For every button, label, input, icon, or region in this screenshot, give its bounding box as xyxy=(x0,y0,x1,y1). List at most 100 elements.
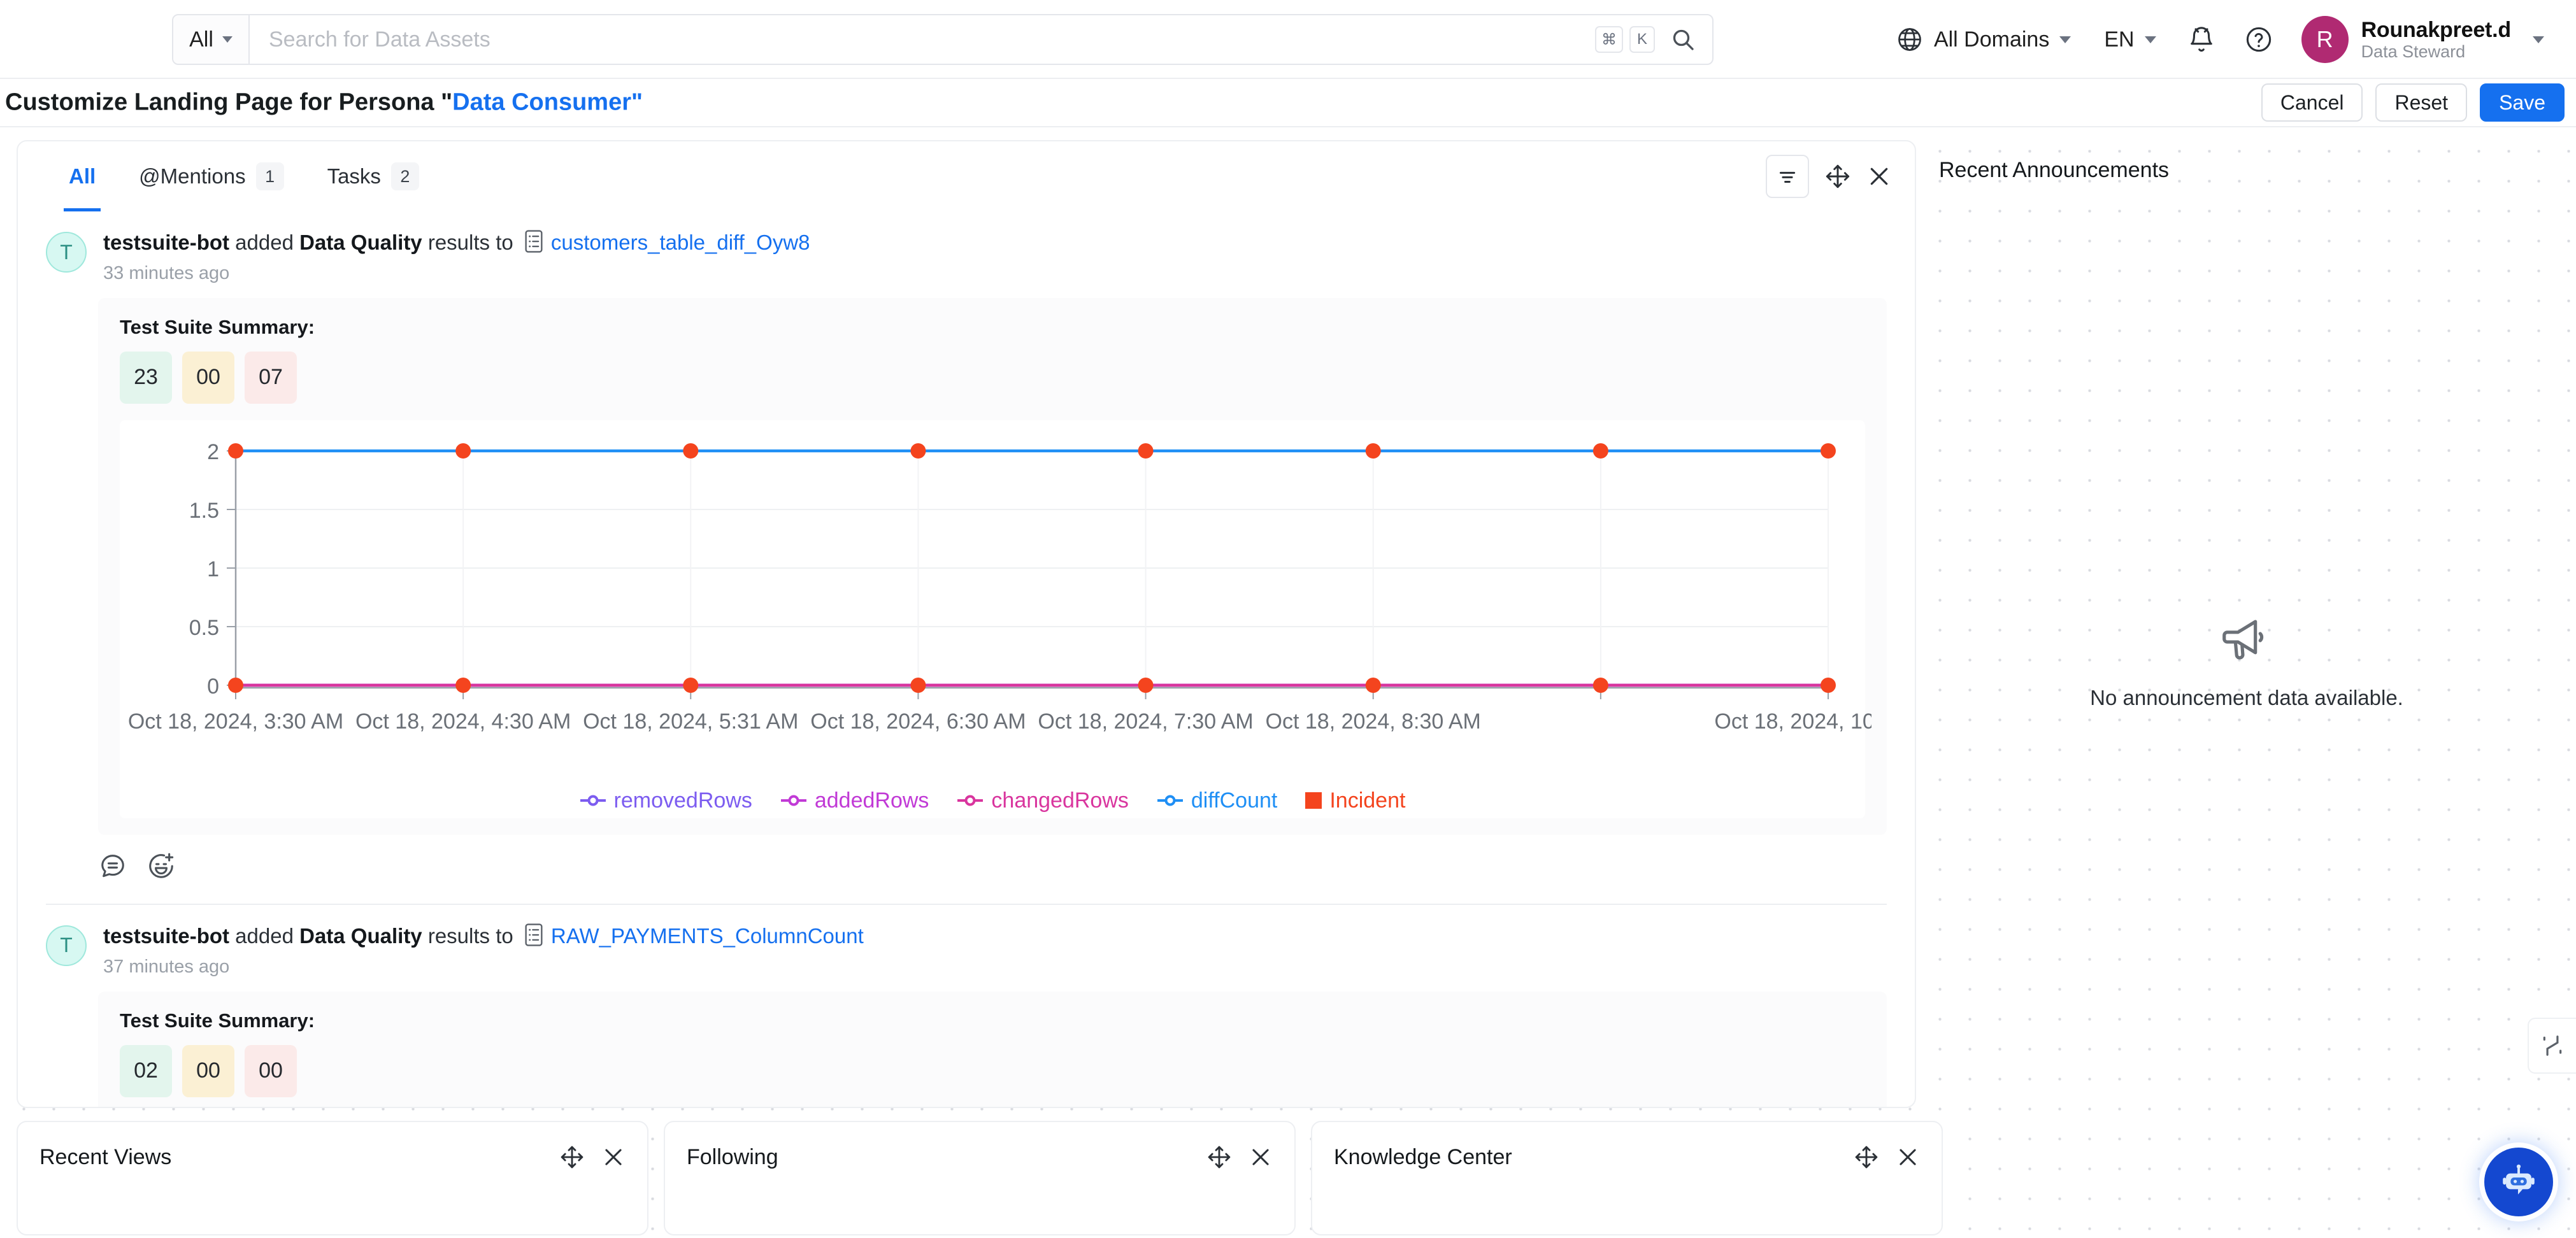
tab-tasks[interactable]: Tasks 2 xyxy=(306,141,441,211)
drag-handle-icon[interactable] xyxy=(1206,1144,1232,1170)
chart-incident-marker xyxy=(910,443,926,459)
chart-legend-item[interactable]: addedRows xyxy=(780,788,929,813)
announcements-empty-text: No announcement data available. xyxy=(2090,685,2403,709)
close-icon[interactable] xyxy=(1249,1145,1273,1169)
chart-legend-item[interactable]: changedRows xyxy=(957,788,1129,813)
global-search-bar[interactable]: All ⌘ K xyxy=(172,14,1714,65)
chart-incident-marker xyxy=(1592,677,1608,693)
chart-legend-item[interactable]: Incident xyxy=(1305,788,1405,813)
feed-entity-link[interactable]: RAW_PAYMENTS_ColumnCount xyxy=(550,923,864,948)
tab-all-label: All xyxy=(69,164,96,188)
widget-title: Recent Views xyxy=(39,1144,172,1169)
y-axis-tick-label: 0 xyxy=(207,674,219,699)
y-axis-tick-label: 0.5 xyxy=(189,616,219,640)
status-badge-failed: 00 xyxy=(245,1044,297,1097)
table-icon xyxy=(523,923,545,947)
feed-timestamp: 33 minutes ago xyxy=(103,262,230,283)
x-axis-tick-label: Oct 18, 2024, 4:30 AM xyxy=(355,709,571,734)
chart-legend-item[interactable]: removedRows xyxy=(580,788,752,813)
quote-open: " xyxy=(441,89,453,116)
user-name: Rounakpreet.d xyxy=(2361,17,2512,42)
chart-legend-label: diffCount xyxy=(1191,788,1278,813)
feed-item-headline: testsuite-bot added Data Quality results… xyxy=(103,923,1887,950)
reply-icon[interactable] xyxy=(98,851,127,881)
filter-button[interactable] xyxy=(1766,155,1809,198)
recent-announcements-widget: Recent Announcements No announcement dat… xyxy=(1930,140,2563,1108)
chat-assistant-button[interactable] xyxy=(2484,1148,2553,1216)
feed-item: T testsuite-bot added Data Quality resul… xyxy=(18,211,1915,905)
add-reaction-icon[interactable] xyxy=(147,851,176,881)
feed-action-type: Data Quality xyxy=(299,231,422,254)
table-icon xyxy=(523,229,545,253)
drag-handle-icon[interactable] xyxy=(1854,1144,1879,1170)
user-profile-menu[interactable]: R Rounakpreet.d Data Steward xyxy=(2287,16,2551,63)
close-icon[interactable] xyxy=(601,1145,626,1169)
feed-action-type: Data Quality xyxy=(299,923,422,948)
following-widget: Following xyxy=(664,1121,1296,1235)
status-badge-aborted: 00 xyxy=(182,1044,234,1097)
chart-incident-marker xyxy=(455,443,471,459)
feed-action-1: added xyxy=(229,923,300,948)
persona-name: Data Consumer xyxy=(452,89,631,116)
search-shortcut-hint: ⌘ K xyxy=(1595,26,1670,53)
feed-author: testsuite-bot xyxy=(103,231,229,254)
x-axis-tick-label: Oct 18, 2024, 7:30 AM xyxy=(1038,709,1253,734)
search-input[interactable] xyxy=(250,27,1595,52)
top-navigation-bar: All ⌘ K xyxy=(0,0,2576,79)
activity-feed-widget: All @Mentions 1 Tasks 2 xyxy=(17,140,1916,1108)
feed-entity-link[interactable]: customers_table_diff_Oyw8 xyxy=(550,231,810,254)
panel-resize-handle[interactable] xyxy=(2528,1018,2576,1074)
cancel-button[interactable]: Cancel xyxy=(2261,83,2363,122)
announcements-empty-state: No announcement data available. xyxy=(1930,616,2563,710)
reset-button[interactable]: Reset xyxy=(2375,83,2468,122)
status-badge-success: 02 xyxy=(120,1044,172,1097)
kbd-k-key: K xyxy=(1629,26,1655,53)
domain-selector-label: All Domains xyxy=(1933,27,2050,52)
close-icon[interactable] xyxy=(1866,164,1892,189)
announcements-title: Recent Announcements xyxy=(1939,158,2170,182)
feed-item: T testsuite-bot added Data Quality resul… xyxy=(18,905,1915,1107)
help-button[interactable] xyxy=(2230,0,2287,79)
test-suite-badges: 02 00 00 xyxy=(120,1044,1865,1097)
chart-legend: removedRows addedRows changedRows diffCount… xyxy=(126,788,1859,813)
feed-item-headline: testsuite-bot added Data Quality results… xyxy=(103,229,1887,257)
test-suite-summary-card: Test Suite Summary: 02 00 00 xyxy=(98,991,1887,1107)
search-scope-dropdown[interactable]: All xyxy=(173,15,250,64)
tab-all[interactable]: All xyxy=(47,141,117,211)
legend-line-dot-icon xyxy=(780,794,807,807)
x-axis-tick-label: Oct 18, 2024, 3:30 AM xyxy=(128,709,343,734)
drag-handle-icon[interactable] xyxy=(559,1144,585,1170)
tab-tasks-count: 2 xyxy=(390,162,419,190)
language-selector-label: EN xyxy=(2104,27,2135,52)
data-quality-chart: 0 0.5 1 1.5 2 Oct 18, 2024, 3:30 AM Oct 18, 20… xyxy=(120,420,1871,818)
chevron-down-icon xyxy=(2533,36,2544,43)
chart-incident-marker xyxy=(683,677,699,693)
language-selector[interactable]: EN xyxy=(2087,0,2172,79)
domain-selector[interactable]: All Domains xyxy=(1879,0,2087,79)
feed-author: testsuite-bot xyxy=(103,923,229,948)
feed-widget-actions xyxy=(1766,155,1892,198)
bot-icon xyxy=(2503,1164,2535,1195)
save-button[interactable]: Save xyxy=(2480,83,2565,122)
user-identity: Rounakpreet.d Data Steward xyxy=(2361,17,2512,61)
notifications-button[interactable] xyxy=(2173,0,2230,79)
status-badge-failed: 07 xyxy=(245,351,297,404)
widget-canvas: All @Mentions 1 Tasks 2 xyxy=(0,127,2576,1238)
drag-handle-icon[interactable] xyxy=(1824,163,1851,190)
tab-tasks-label: Tasks xyxy=(327,164,381,188)
chart-incident-marker xyxy=(910,677,926,693)
chart-legend-item[interactable]: diffCount xyxy=(1157,788,1277,813)
feed-action-2: results to xyxy=(422,923,519,948)
search-icon[interactable] xyxy=(1670,27,1712,52)
feed-tab-bar: All @Mentions 1 Tasks 2 xyxy=(18,141,1915,211)
feed-reaction-bar xyxy=(98,851,1887,887)
tab-mentions[interactable]: @Mentions 1 xyxy=(117,141,305,211)
close-icon[interactable] xyxy=(1896,1145,1920,1169)
test-suite-summary-label: Test Suite Summary: xyxy=(120,315,315,338)
recent-views-widget: Recent Views xyxy=(17,1121,648,1235)
chart-legend-label: changedRows xyxy=(991,788,1129,813)
feed-divider xyxy=(46,903,1887,905)
y-axis-tick-label: 1 xyxy=(207,557,219,581)
tab-mentions-count: 1 xyxy=(255,162,284,190)
